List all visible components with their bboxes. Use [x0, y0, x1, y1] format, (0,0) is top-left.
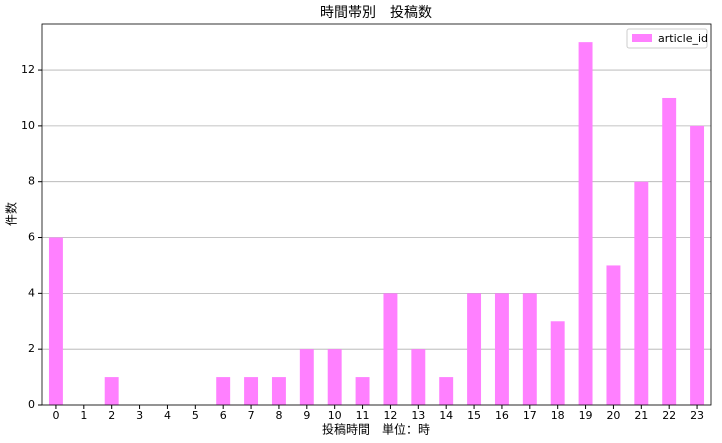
bar: [494, 293, 509, 405]
bar: [271, 377, 286, 405]
x-tick-label: 6: [220, 409, 227, 422]
x-tick-label: 15: [467, 409, 481, 422]
y-tick-label: 8: [28, 175, 35, 188]
legend-box: [626, 28, 708, 49]
x-tick-label: 8: [275, 409, 282, 422]
x-tick-label: 0: [52, 409, 59, 422]
x-axis-label: 投稿時間 単位：時: [322, 422, 430, 437]
y-axis-label: 件数: [4, 202, 19, 226]
x-tick-label: 1: [80, 409, 87, 422]
bar: [690, 125, 705, 405]
y-tick-label: 0: [28, 398, 35, 411]
y-tick-label: 4: [28, 286, 35, 299]
legend-label: article_id: [658, 32, 708, 45]
legend-swatch: [632, 34, 652, 42]
chart-title: 時間帯別 投稿数: [320, 5, 432, 21]
y-tick-label: 10: [21, 119, 35, 132]
x-tick-label: 11: [356, 409, 370, 422]
x-tick-label: 16: [495, 409, 509, 422]
y-tick-label: 2: [28, 342, 35, 355]
bar: [355, 377, 370, 405]
bar: [467, 293, 482, 405]
bar: [606, 265, 621, 405]
bar: [299, 349, 314, 405]
x-tick-label: 21: [634, 409, 648, 422]
x-tick-label: 22: [662, 409, 676, 422]
bar: [439, 377, 454, 405]
bar: [48, 237, 63, 405]
x-tick-label: 7: [248, 409, 255, 422]
x-tick-label: 23: [690, 409, 704, 422]
bar: [216, 377, 231, 405]
x-tick-label: 12: [383, 409, 397, 422]
x-tick-label: 3: [136, 409, 143, 422]
x-tick-label: 4: [164, 409, 171, 422]
x-tick-label: 19: [579, 409, 593, 422]
bar: [522, 293, 537, 405]
bar: [578, 42, 593, 406]
plot-frame: [41, 23, 712, 406]
x-tick-label: 14: [439, 409, 453, 422]
x-tick-label: 20: [606, 409, 620, 422]
bar: [104, 377, 119, 405]
bar: [327, 349, 342, 405]
y-tick-label: 12: [21, 63, 35, 76]
bar: [383, 293, 398, 405]
x-tick-label: 13: [411, 409, 425, 422]
bar: [662, 97, 677, 405]
x-tick-label: 2: [108, 409, 115, 422]
x-tick-label: 18: [551, 409, 565, 422]
bar: [244, 377, 259, 405]
bar: [550, 321, 565, 405]
x-tick-label: 17: [523, 409, 537, 422]
x-tick-label: 5: [192, 409, 199, 422]
x-tick-label: 9: [303, 409, 310, 422]
bar: [411, 349, 426, 405]
bar: [634, 181, 649, 405]
x-tick-label: 10: [328, 409, 342, 422]
y-tick-label: 6: [28, 231, 35, 244]
